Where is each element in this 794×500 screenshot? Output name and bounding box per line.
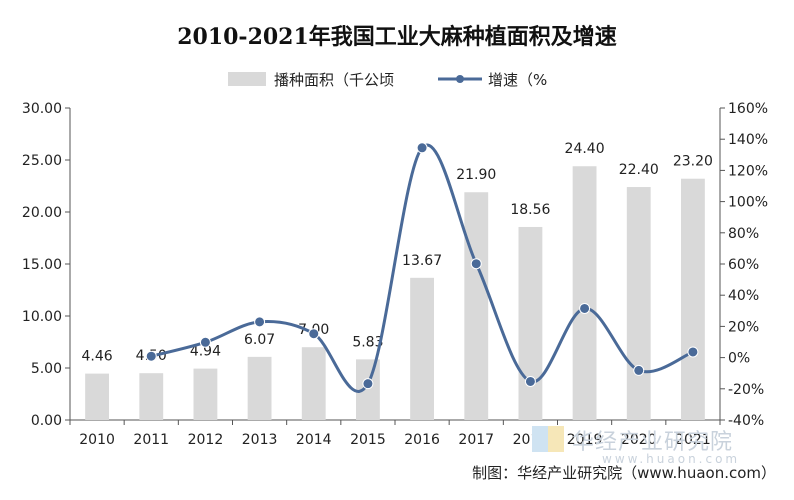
legend-swatch-bar [228, 72, 266, 86]
y-right-tick-label: 160% [728, 101, 768, 117]
watermark: 华经产业研究院 www.huaon.com [532, 426, 794, 490]
bar-series [85, 166, 705, 420]
bar-data-label: 24.40 [565, 141, 605, 157]
growth-point [579, 302, 591, 314]
growth-point [470, 258, 482, 270]
y-right-tick-label: 140% [728, 132, 768, 148]
growth-point [254, 316, 266, 328]
bar-data-label: 18.56 [510, 202, 550, 218]
bar [193, 368, 218, 420]
watermark-logo-blue [532, 426, 548, 452]
bar-data-label: 5.83 [352, 334, 383, 350]
legend: 播种面积（千公顷 增速（% [228, 71, 547, 89]
y-right-tick-label: 20% [728, 319, 759, 335]
bar-labels: 4.464.504.946.077.005.8313.6721.9018.562… [81, 141, 712, 364]
growth-point [524, 375, 536, 387]
chart-title: 2010-2021年我国工业大麻种植面积及增速 [177, 24, 617, 50]
growth-point [633, 364, 645, 376]
growth-point [145, 350, 157, 362]
legend-swatch-marker [456, 75, 464, 83]
y-left-tick-label: 15.00 [22, 257, 62, 273]
growth-point [687, 346, 699, 358]
source-note: 制图：华经产业研究院（www.huaon.com） [472, 464, 776, 482]
y-left-tick-label: 25.00 [22, 153, 62, 169]
watermark-url: www.huaon.com [602, 452, 741, 466]
bar [410, 277, 434, 420]
x-tick-label: 2021 [675, 432, 711, 448]
bar [301, 347, 326, 420]
y-left-tick-label: 10.00 [22, 309, 62, 325]
x-tick-label: 2011 [133, 432, 169, 448]
watermark-logo-yellow [548, 426, 564, 452]
bar [518, 226, 543, 420]
bar-data-label: 4.94 [190, 344, 221, 360]
y-right-tick-label: 80% [728, 226, 759, 242]
bar [572, 166, 597, 420]
x-tick-label: 2017 [458, 432, 494, 448]
bar [247, 356, 272, 420]
growth-point [199, 336, 211, 348]
bar [681, 178, 705, 420]
y-right-tick-label: 60% [728, 257, 759, 273]
bar-data-label: 13.67 [402, 253, 442, 269]
x-tick-label: 2016 [404, 432, 440, 448]
bar [464, 192, 489, 420]
y-left-tick-label: 20.00 [22, 205, 62, 221]
y-left-tick-label: 30.00 [22, 101, 62, 117]
growth-point [308, 328, 320, 340]
bar-data-label: 4.46 [81, 349, 112, 365]
x-tick-label: 2019 [567, 432, 603, 448]
y-right-tick-label: 120% [728, 163, 768, 179]
bar-data-label: 21.90 [456, 167, 496, 183]
y-left-tick-label: 5.00 [31, 361, 62, 377]
y-right-tick-label: 100% [728, 195, 768, 211]
bar [626, 187, 651, 420]
x-tick-label: 2012 [188, 432, 224, 448]
bar [356, 359, 380, 420]
axes: 0.00 5.00 10.00 15.00 20.00 25.00 30.00 -40% -20… [22, 101, 768, 448]
y-right-tick-label: -20% [728, 382, 764, 398]
y-right-tick-label: 40% [728, 288, 759, 304]
watermark-text: 华经产业研究院 [572, 430, 734, 455]
bar [85, 373, 109, 420]
x-tick-label: 2015 [350, 432, 386, 448]
growth-line-series [145, 142, 699, 393]
bar-data-label: 6.07 [244, 332, 275, 348]
bar [139, 373, 164, 420]
y-left-tick-label: 0.00 [31, 413, 62, 429]
y-right-tick-label: 0% [728, 351, 750, 367]
growth-point [362, 378, 374, 390]
legend-label-bar: 播种面积（千公顷 [274, 71, 394, 89]
legend-label-line: 增速（% [488, 71, 547, 89]
bar-data-label: 23.20 [673, 154, 713, 170]
growth-point [416, 142, 428, 154]
x-tick-label: 2020 [621, 432, 657, 448]
x-tick-label: 2014 [296, 432, 332, 448]
x-tick-label: 2010 [79, 432, 115, 448]
bar-data-label: 22.40 [619, 162, 659, 178]
x-tick-label: 2013 [242, 432, 278, 448]
y-right-tick-label: -40% [728, 413, 764, 429]
